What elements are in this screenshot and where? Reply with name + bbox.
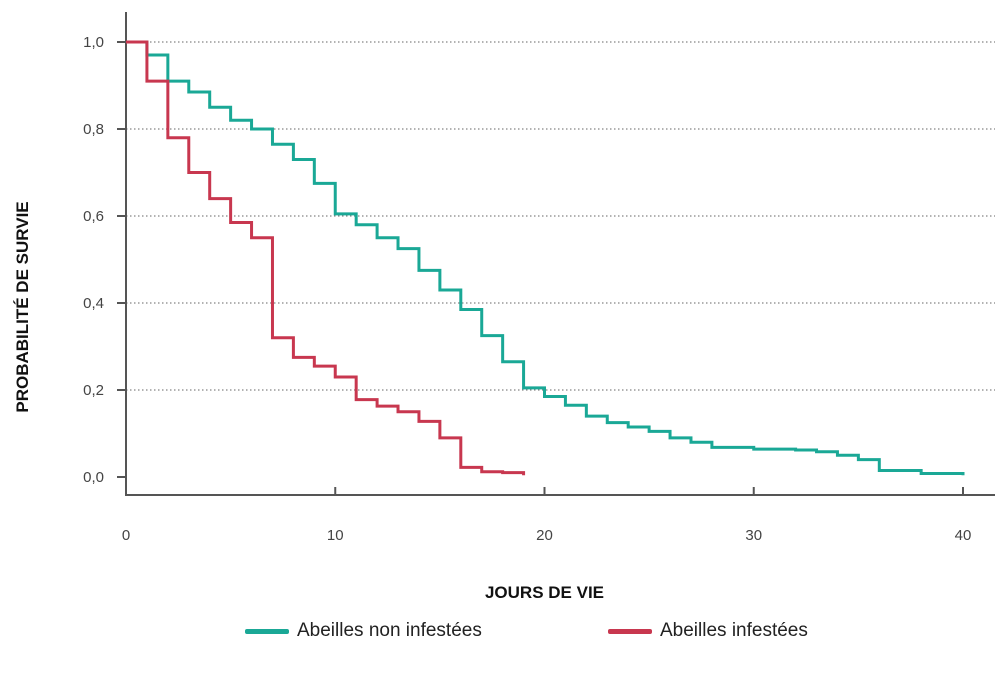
grid-lines <box>126 41 995 391</box>
axes <box>125 12 995 496</box>
x-tick-label: 10 <box>327 527 344 544</box>
series-line-1 <box>126 40 526 476</box>
y-tick-label: 0,4 <box>83 295 104 312</box>
y-tick-label: 0,2 <box>83 382 104 399</box>
axis-ticks: 0,0 0,2 0,4 0,6 0,8 1,0 0 10 20 30 40 <box>83 34 971 544</box>
x-axis-title: JOURS DE VIE <box>485 583 604 602</box>
x-tick-label: 30 <box>745 527 762 544</box>
y-tick-label: 0,6 <box>83 208 104 225</box>
legend-item-infested: Abeilles infestées <box>608 620 808 642</box>
y-tick-label: 0,8 <box>83 121 104 138</box>
legend: Abeilles non infestées Abeilles infestée… <box>0 620 995 650</box>
x-tick-label: 0 <box>122 527 130 544</box>
legend-label-non-infested: Abeilles non infestées <box>297 620 482 641</box>
legend-swatch-non-infested <box>245 628 289 634</box>
y-tick-label: 0,0 <box>83 469 104 486</box>
x-tick-label: 20 <box>536 527 553 544</box>
legend-swatch-infested <box>608 628 652 634</box>
legend-label-infested: Abeilles infestées <box>660 620 808 641</box>
legend-item-non-infested: Abeilles non infestées <box>245 620 482 642</box>
series-line-0 <box>126 40 965 476</box>
series-lines <box>126 40 965 476</box>
y-tick-label: 1,0 <box>83 34 104 51</box>
y-axis-title: PROBABILITÉ DE SURVIE <box>13 201 32 412</box>
x-tick-label: 40 <box>955 527 972 544</box>
